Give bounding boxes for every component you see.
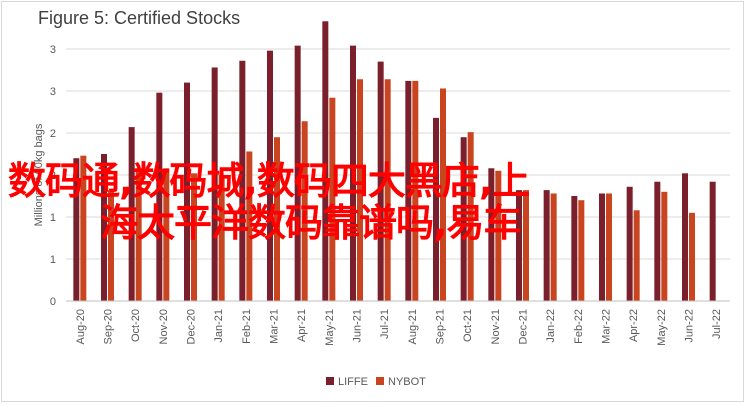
bar-nybot [357,79,363,302]
bar-liffe [128,127,135,302]
y-tick-label: 1 [50,212,56,224]
bar-nybot [274,137,280,301]
legend-label-liffe: LIFFE [338,376,368,388]
x-tick-label: Jun-21 [352,309,364,343]
bar-liffe [73,158,80,301]
bar-nybot [467,132,474,301]
legend-swatch-nybot [376,377,384,385]
legend-label-nybot: NYBOT [388,376,426,388]
x-tick-label: Jan-22 [545,309,557,343]
bar-liffe [239,60,246,302]
bar-nybot [606,193,612,301]
x-tick-label: Dec-20 [186,309,198,344]
bar-nybot [523,190,529,301]
y-tick-label: 0 [50,296,56,308]
x-tick-label: Feb-21 [241,309,253,344]
x-tick-label: Nov-20 [158,309,170,344]
bar-liffe [433,117,439,301]
bar-nybot [135,168,142,301]
y-axis-label: Millions of 60kg bags [33,123,45,226]
bar-liffe [682,173,688,301]
bar-nybot [412,80,419,301]
bar-nybot [108,190,114,301]
bar-nybot [301,121,308,302]
x-tick-label: Oct-20 [130,309,142,342]
bar-nybot [495,170,502,301]
x-tick-label: Apr-22 [628,309,640,342]
x-tick-label: Jun-22 [684,309,696,343]
y-tick-label: 2 [50,170,56,182]
x-tick-label: Sep-21 [435,309,447,344]
bar-liffe [101,154,107,301]
legend-swatch-liffe [326,377,334,385]
x-tick-label: Jul-21 [379,309,391,339]
bar-liffe [156,92,163,302]
x-tick-label: Aug-21 [407,309,419,344]
bar-nybot [246,151,253,301]
bar-nybot [661,191,668,301]
bar-liffe [405,80,412,301]
bar-nybot [633,210,640,301]
y-tick-label: 2 [50,128,56,140]
bar-nybot [163,168,170,301]
chart-title: Figure 5: Certified Stocks [38,8,241,28]
bar-nybot [80,155,87,301]
x-tick-label: Sep-20 [103,309,115,344]
x-tick-label: Apr-21 [296,309,308,342]
bar-liffe [377,61,384,301]
bar-nybot [440,88,446,301]
x-tick-label: Mar-22 [601,309,613,344]
bar-liffe [654,181,661,301]
x-tick-label: Nov-21 [490,309,502,344]
bar-liffe [267,50,273,302]
y-tick-label: 1 [50,254,56,266]
bar-nybot [384,79,391,302]
bar-liffe [709,181,716,301]
x-tick-label: May-21 [324,309,336,346]
x-tick-label: May-22 [656,309,668,346]
bar-liffe [516,190,522,301]
y-tick-label: 3 [50,44,56,56]
bar-nybot [689,212,695,301]
bar-liffe [460,137,467,301]
x-tick-label: Dec-21 [518,309,530,344]
bar-liffe [211,67,218,301]
bar-liffe [184,82,190,301]
bar-nybot [578,200,585,301]
x-tick-label: Mar-21 [269,309,281,344]
bar-nybot [329,97,336,301]
bar-liffe [571,196,578,301]
bar-nybot [191,173,197,301]
bar-liffe [626,186,633,301]
bar-liffe [350,45,356,301]
bar-liffe [322,21,329,302]
bar-liffe [294,45,301,301]
bar-liffe [488,168,495,301]
y-tick-label: 3 [50,86,56,98]
bar-nybot [550,193,557,301]
x-tick-label: Jul-22 [711,309,723,339]
x-tick-label: Oct-21 [462,309,474,342]
bar-liffe [543,190,550,301]
x-tick-label: Jan-21 [213,309,225,343]
bar-nybot [218,175,225,301]
x-tick-label: Feb-22 [573,309,585,344]
x-tick-label: Aug-20 [75,309,87,344]
bar-liffe [599,193,605,301]
